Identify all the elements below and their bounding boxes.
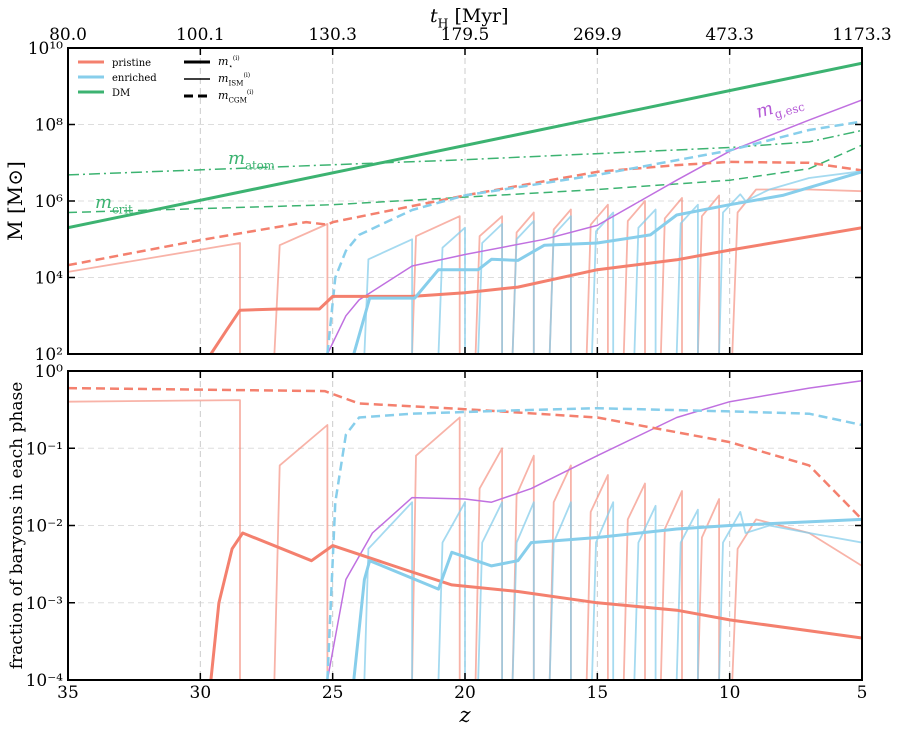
legend-label: mCGM(i) [218, 89, 254, 104]
top-x-label-base: t [430, 5, 438, 27]
annotation: matom [228, 148, 275, 172]
series-line [352, 170, 862, 354]
y-tick-label: 10⁻⁴ [26, 671, 64, 691]
series-line [326, 379, 862, 680]
legend-label: mISM(i) [218, 72, 250, 87]
y-tick-label: 10⁰ [35, 362, 64, 382]
top-x-tick-label: 473.3 [705, 25, 754, 45]
x-tick-label: 15 [587, 683, 609, 703]
y-tick-label: 10² [35, 345, 63, 365]
plot-area [68, 379, 862, 680]
legend-label-sub: CGM [228, 95, 246, 104]
y-tick-label: 10⁶ [35, 192, 64, 212]
y-tick-label: 10⁻² [26, 517, 63, 537]
annotation: mcrit [95, 192, 133, 216]
y-tick-label: 10⁴ [35, 269, 64, 289]
y-tick-label: 10⁸ [35, 116, 64, 136]
series-line [363, 501, 862, 680]
plot-area [68, 61, 862, 354]
top-x-label-rest: [Myr] [448, 5, 508, 27]
legend-label: pristine [112, 58, 151, 69]
series-line [68, 61, 862, 230]
series-line [68, 129, 862, 176]
series-line [326, 99, 862, 354]
annotation-sub: atom [245, 158, 275, 172]
x-label: z [458, 703, 471, 727]
y-label: fraction of baryons in each phase [7, 382, 27, 670]
x-tick-label: 5 [857, 683, 868, 703]
series-line [326, 406, 862, 680]
top-x-tick-label: 1173.3 [832, 25, 891, 45]
series-line [68, 386, 862, 521]
top-x-tick-label: 100.1 [176, 25, 225, 45]
y-tick-label: 10⁻³ [26, 594, 63, 614]
top-x-tick-label: 130.3 [308, 25, 357, 45]
legend-label: m⋆(i) [218, 55, 240, 70]
legend-label-sup: (i) [233, 55, 240, 62]
annotation-sub: crit [112, 202, 133, 216]
annotation-base: m [228, 148, 245, 169]
series-line [209, 531, 862, 680]
annotation-sub: g,esc [773, 99, 807, 121]
legend-label: DM [112, 88, 130, 99]
top-x-tick-label: 179.5 [441, 25, 490, 45]
top-x-label-sub: H [438, 17, 449, 31]
legend-label-base: m [218, 89, 228, 102]
legend-label-base: m [218, 55, 228, 68]
y-label: M [M⊙] [3, 161, 27, 241]
series-line [209, 226, 862, 354]
annotation-base: m [95, 192, 112, 213]
y-tick-label: 10¹⁰ [28, 39, 63, 59]
x-tick-label: 25 [322, 683, 344, 703]
annotation-base: m [754, 98, 776, 123]
legend-label-sub: ISM [228, 78, 243, 87]
legend-label-sup: (i) [247, 89, 254, 96]
y-tick-label: 10⁻¹ [26, 439, 63, 459]
x-tick-label: 35 [57, 683, 79, 703]
legend-label: enriched [112, 73, 157, 84]
x-tick-label: 10 [719, 683, 741, 703]
legend-label-base: m [218, 72, 228, 85]
annotation: mg,esc [754, 89, 807, 126]
series-line [68, 144, 862, 214]
x-tick-label: 30 [190, 683, 212, 703]
series-line [352, 517, 862, 680]
series-line [326, 120, 862, 354]
x-tick-label: 20 [454, 683, 476, 703]
top-x-tick-label: 80.0 [49, 25, 87, 45]
top-x-label: tH [Myr] [430, 5, 509, 31]
legend-label-sup: (i) [243, 72, 250, 79]
legend-label-sub: ⋆ [228, 61, 232, 70]
top-x-tick-label: 269.9 [573, 25, 622, 45]
